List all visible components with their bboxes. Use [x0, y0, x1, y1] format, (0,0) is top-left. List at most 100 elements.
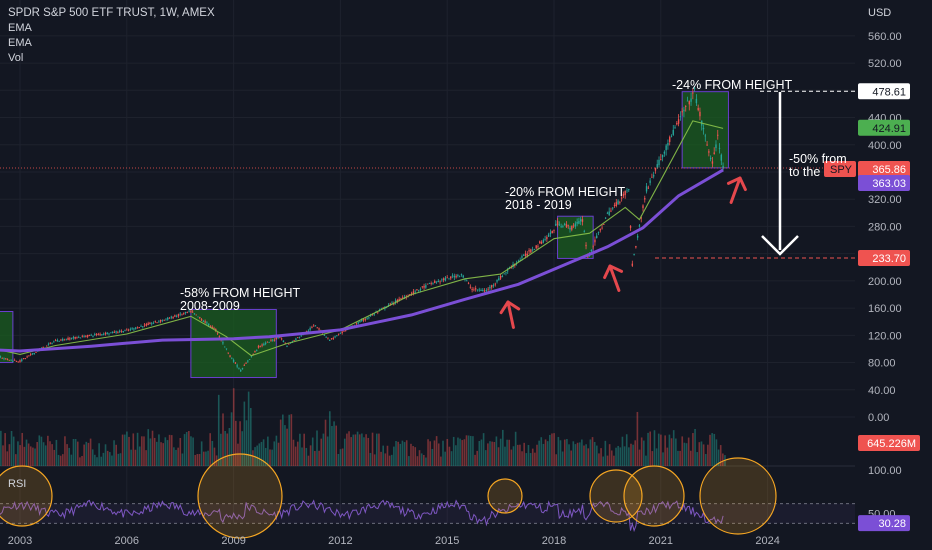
volume-bar — [465, 435, 468, 466]
volume-bar — [337, 453, 340, 466]
candle-body — [215, 329, 217, 331]
volume-bar — [331, 426, 333, 466]
candle-body — [697, 107, 699, 111]
volume-bar — [343, 438, 346, 466]
volume-bar — [572, 441, 575, 466]
volume-bar — [0, 430, 2, 466]
volume-bar — [444, 451, 446, 466]
volume-bar — [478, 440, 481, 466]
candle-body — [154, 321, 156, 323]
volume-bar — [390, 454, 393, 466]
volume-bar — [591, 437, 594, 466]
volume-bar — [502, 429, 504, 466]
candle-body — [158, 321, 160, 323]
candle-body — [553, 229, 555, 231]
volume-bar — [410, 443, 412, 466]
candle-body — [86, 334, 89, 337]
volume-bar — [249, 408, 252, 466]
candle-body — [642, 205, 644, 209]
volume-bar — [386, 445, 389, 466]
badge-volume-bg — [858, 435, 920, 451]
volume-bar — [527, 444, 530, 466]
candle-body — [60, 339, 62, 341]
candle-body — [498, 278, 500, 281]
candle-body — [234, 362, 237, 364]
candle-body — [720, 154, 723, 161]
candle-body — [492, 285, 495, 287]
volume-bar — [143, 436, 145, 466]
rsi-circle-5 — [699, 457, 777, 535]
candle-body — [391, 302, 393, 304]
volume-bar — [581, 439, 583, 466]
candle-body — [364, 319, 367, 321]
symbol-title[interactable]: SPDR S&P 500 ETF TRUST, 1W, AMEX — [8, 7, 215, 19]
volume-bar — [512, 446, 515, 466]
volume-bar — [617, 445, 619, 466]
volume-bar — [692, 433, 694, 466]
candle-body — [270, 339, 272, 341]
candle-body — [300, 335, 302, 337]
volume-bar — [57, 454, 60, 466]
candle-body — [542, 240, 545, 243]
volume-bar — [694, 428, 696, 466]
candle-body — [496, 280, 498, 282]
candle-body — [410, 293, 413, 295]
candle-body — [329, 339, 331, 341]
candle-body — [590, 249, 593, 252]
candle-body — [592, 246, 594, 248]
volume-bar — [320, 438, 323, 466]
volume-bar — [21, 432, 24, 466]
candle-body — [656, 164, 658, 168]
candle-body — [186, 312, 189, 313]
volume-bar — [260, 441, 263, 466]
candle-body — [400, 298, 402, 300]
rsi-legend[interactable]: RSI — [8, 478, 27, 490]
candle-body — [681, 110, 683, 113]
volume-bar — [40, 436, 43, 466]
volume-bar — [160, 442, 162, 466]
volume-bar — [292, 439, 295, 466]
volume-bar — [596, 445, 598, 466]
volume-bar — [85, 441, 88, 466]
volume-bar — [17, 441, 19, 466]
volume-legend[interactable]: Vol — [8, 52, 24, 64]
candle-body — [5, 358, 7, 360]
candle-body — [510, 267, 512, 269]
candle-body — [718, 147, 721, 149]
candle-body — [152, 322, 155, 324]
candle-body — [102, 333, 105, 335]
candle-body — [280, 338, 283, 340]
candle-body — [654, 167, 657, 171]
volume-bar — [211, 440, 214, 466]
volume-bar — [546, 441, 549, 466]
volume-bar — [51, 444, 53, 466]
volume-bar — [672, 430, 675, 466]
volume-bar — [713, 433, 716, 466]
volume-bar — [719, 445, 722, 466]
volume-bar — [519, 444, 521, 466]
candle-body — [430, 283, 432, 285]
annotation-2018-line1: -20% FROM HEIGHT — [505, 185, 626, 199]
volume-bar — [433, 440, 436, 466]
candle-body — [209, 326, 212, 328]
candle-body — [704, 135, 706, 137]
candle-body — [608, 211, 610, 216]
volume-bar — [534, 452, 536, 466]
candle-body — [318, 328, 320, 330]
candle-body — [394, 300, 397, 303]
volume-bar — [427, 439, 429, 466]
volume-bar — [363, 437, 365, 466]
ema-legend-2[interactable]: EMA — [8, 37, 32, 49]
candle-body — [715, 144, 717, 149]
candle-body — [702, 128, 705, 130]
candle-body — [462, 275, 464, 278]
volume-bar — [109, 452, 111, 466]
candle-body — [111, 331, 114, 334]
volume-bar — [497, 447, 500, 466]
volume-bar — [226, 433, 229, 466]
ema-legend-1[interactable]: EMA — [8, 22, 32, 34]
volume-bar — [685, 443, 688, 466]
volume-bar — [8, 444, 11, 466]
volume-bar — [356, 431, 359, 466]
